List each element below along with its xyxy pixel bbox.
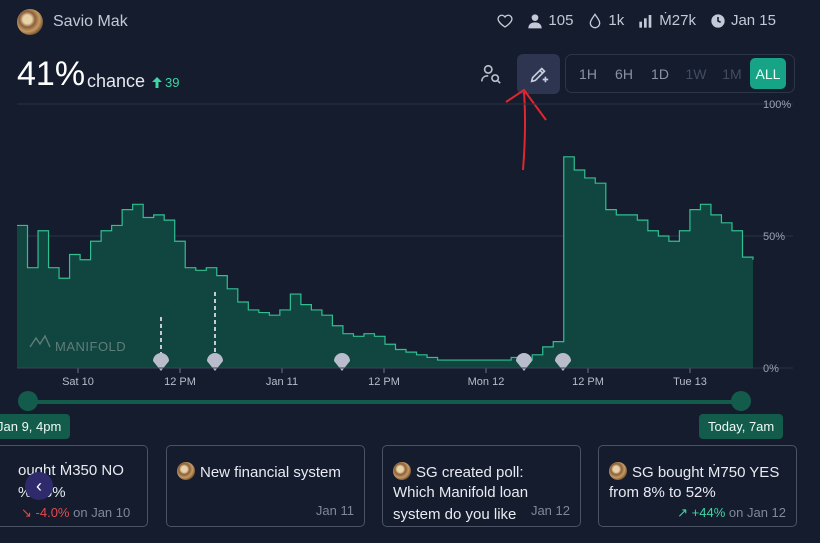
x-tick-label: 12 PM bbox=[164, 376, 196, 388]
chart-annotations bbox=[153, 292, 571, 371]
series-area bbox=[17, 156, 753, 368]
range-1d[interactable]: 1D bbox=[651, 65, 669, 82]
trend-up-icon: ↗ bbox=[677, 505, 689, 520]
chart-area bbox=[17, 156, 754, 368]
liquidity-amount: 1k bbox=[608, 12, 625, 29]
range-all[interactable]: ALL bbox=[750, 58, 786, 89]
slider-start-label: Jan 9, 4pm bbox=[0, 414, 71, 439]
annotation-marker[interactable] bbox=[555, 353, 571, 371]
droplet-icon bbox=[590, 12, 601, 28]
annotation-marker[interactable] bbox=[153, 317, 169, 371]
avatar[interactable] bbox=[17, 9, 43, 35]
card-date: Jan 12 bbox=[530, 503, 570, 518]
feed-card-bet-no[interactable]: ought Ṁ350 NO % 25% ↘ -4.0% on Jan 10 bbox=[0, 445, 148, 527]
card-date: Jan 11 bbox=[315, 503, 354, 518]
x-tick-label: 12 PM bbox=[368, 376, 400, 388]
annotation-marker[interactable] bbox=[516, 353, 532, 371]
arrow-up-icon bbox=[152, 77, 162, 88]
liquidity-stat: 1k bbox=[587, 12, 624, 29]
x-tick-label: Tue 13 bbox=[673, 376, 707, 388]
y-tick-label: 100% bbox=[763, 99, 791, 111]
bar-chart-icon bbox=[639, 14, 652, 28]
chance-label: chance bbox=[87, 71, 146, 91]
annotation-marker[interactable] bbox=[334, 353, 350, 371]
slider-start-handle[interactable] bbox=[18, 391, 38, 411]
volume-amount: Ṁ27k bbox=[659, 12, 696, 29]
annotation-marker[interactable] bbox=[207, 292, 223, 371]
range-1w: 1W bbox=[685, 65, 707, 82]
probability-chart[interactable]: 100% 50% 0% Sat 10 12 PM Jan 11 12 PM Mon 12 12… bbox=[0, 95, 820, 395]
x-axis: Sat 10 12 PM Jan 11 12 PM Mon 12 12 PM Tue 13 bbox=[17, 367, 753, 388]
time-range-selector: 1H 6H 1D 1W 1M ALL bbox=[565, 54, 795, 93]
add-annotation-button[interactable] bbox=[517, 54, 560, 94]
probability-value: 41% bbox=[17, 55, 86, 93]
y-axis: 100% 50% 0% bbox=[763, 99, 791, 375]
feed-card-bet-yes[interactable]: SG bought Ṁ750 YES from 8% to 52% ↗ +44%… bbox=[598, 445, 797, 527]
range-1m: 1M bbox=[722, 65, 742, 82]
x-tick-label: Mon 12 bbox=[468, 376, 505, 388]
username[interactable]: Savio Mak bbox=[53, 13, 128, 30]
x-tick-label: 12 PM bbox=[572, 376, 604, 388]
user-header[interactable]: Savio Mak bbox=[17, 9, 128, 35]
user-icon bbox=[528, 13, 543, 28]
market-stats: 105 1k Ṁ27k Jan 15 bbox=[497, 12, 776, 29]
avatar[interactable] bbox=[177, 462, 195, 480]
clock-icon bbox=[711, 13, 725, 28]
slider-end-label: Today, 7am bbox=[699, 414, 784, 439]
red-arrow-icon bbox=[505, 88, 547, 171]
feed-card-poll[interactable]: SG created poll: Which Manifold loan sys… bbox=[382, 445, 581, 527]
series-line bbox=[17, 156, 754, 361]
card-date: on Jan 10 bbox=[73, 505, 131, 520]
close-date: Jan 15 bbox=[730, 12, 776, 29]
change-value: +44% bbox=[691, 505, 726, 520]
card-date: on Jan 12 bbox=[728, 505, 786, 520]
change-value: -4.0% bbox=[35, 505, 70, 520]
y-tick-label: 0% bbox=[763, 363, 779, 375]
traders-count: 105 bbox=[548, 12, 574, 29]
search-user-button[interactable] bbox=[475, 58, 507, 90]
close-date-stat: Jan 15 bbox=[710, 12, 776, 29]
x-tick-label: Sat 10 bbox=[62, 376, 94, 388]
traders-stat: 105 bbox=[527, 12, 573, 29]
manifold-logo-icon bbox=[29, 334, 51, 348]
volume-stat: Ṁ27k bbox=[638, 12, 696, 29]
time-slider-track[interactable] bbox=[28, 400, 741, 404]
scroll-left-button[interactable]: ‹ bbox=[25, 472, 53, 500]
slider-end-handle[interactable] bbox=[731, 391, 751, 411]
avatar[interactable] bbox=[609, 462, 627, 480]
manifold-watermark: MANIFOLD bbox=[55, 339, 126, 354]
range-6h[interactable]: 6H bbox=[615, 65, 633, 82]
pencil-plus-icon bbox=[530, 67, 548, 83]
feed-card-post[interactable]: New financial system Jan 11 bbox=[166, 445, 365, 527]
avatar[interactable] bbox=[393, 462, 411, 480]
probability-change: 39 bbox=[152, 75, 179, 90]
user-search-icon bbox=[481, 64, 501, 84]
chevron-left-icon: ‹ bbox=[36, 475, 42, 496]
trend-down-icon: ↘ bbox=[21, 505, 32, 520]
range-1h[interactable]: 1H bbox=[579, 65, 597, 82]
x-tick-label: Jan 11 bbox=[266, 376, 298, 388]
heart-icon[interactable] bbox=[497, 13, 513, 29]
y-tick-label: 50% bbox=[763, 231, 785, 243]
